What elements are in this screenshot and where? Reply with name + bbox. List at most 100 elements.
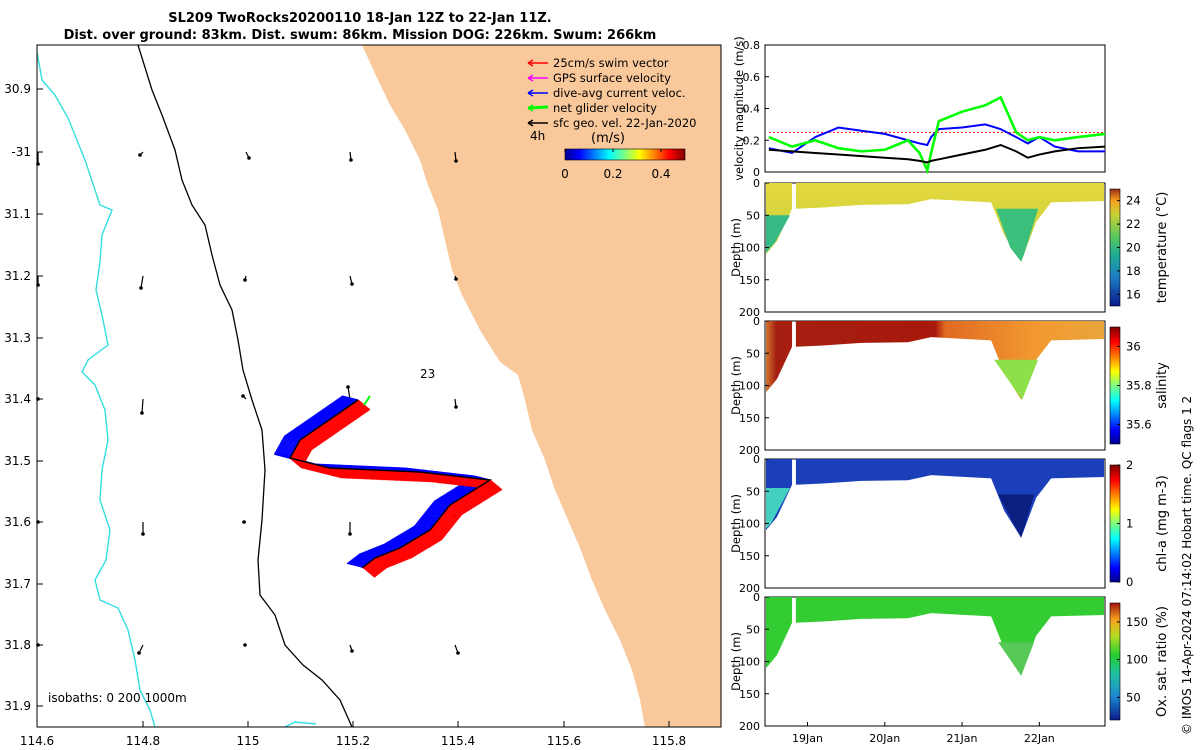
- track-vector: [458, 484, 475, 491]
- track-vector: [400, 546, 414, 558]
- track-vector: [372, 469, 386, 481]
- track-vector: [403, 531, 420, 537]
- track-vector: [439, 517, 453, 529]
- geo-velocity-arrowhead: [138, 153, 142, 157]
- track-vector: [280, 441, 297, 447]
- track-vector: [408, 541, 422, 553]
- track-vector: [480, 485, 494, 497]
- track-vector: [401, 546, 415, 558]
- track-vector: [381, 554, 395, 566]
- track-vector: [284, 434, 302, 440]
- track-vector: [470, 491, 483, 503]
- track-vector: [299, 424, 316, 430]
- map-panel: [37, 45, 721, 727]
- track-vector: [329, 404, 346, 410]
- track-vector: [426, 509, 443, 515]
- track-vector: [411, 540, 425, 552]
- track-vector: [286, 433, 304, 439]
- track-vector: [436, 498, 454, 504]
- section-panel-chl-a: 0 50 100 150 200 Depth (m) 0 1 2 chl-a (mg m-3): [729, 453, 1170, 595]
- depth-tick-label: 150: [739, 274, 760, 287]
- track-vector: [399, 547, 413, 559]
- track-vector: [356, 555, 373, 561]
- track-vector: [407, 529, 424, 535]
- colorbar-tick-label: 20: [1126, 241, 1141, 255]
- track-vector: [461, 496, 475, 508]
- label-23: 23: [420, 367, 435, 381]
- track-vector: [407, 542, 421, 554]
- track-vector: [317, 427, 331, 439]
- track-vector: [461, 476, 474, 488]
- track-vector: [438, 473, 452, 485]
- track-vector: [382, 469, 396, 481]
- track-vector: [369, 469, 383, 481]
- track-vector: [390, 539, 407, 545]
- track-vector: [332, 402, 349, 408]
- depth-tick-label: 50: [746, 485, 760, 498]
- track-vector: [455, 500, 469, 512]
- lat-tick-label: 31.1: [4, 207, 31, 221]
- isobath-200m: [137, 45, 353, 727]
- geo-velocity-arrowhead: [140, 411, 144, 415]
- track-vector: [379, 469, 393, 481]
- land-area: [362, 45, 721, 727]
- colorbar-gradient: [564, 148, 686, 161]
- geo-velocity-arrowhead: [346, 385, 350, 389]
- track-vector: [298, 440, 312, 452]
- track-vector: [395, 470, 409, 482]
- track-vector: [334, 400, 352, 406]
- track-vector: [366, 563, 380, 575]
- track-vector: [435, 473, 448, 485]
- track-vector: [416, 537, 429, 549]
- track-vector: [295, 446, 309, 458]
- colorbar-tick-label: 150: [1126, 615, 1148, 629]
- track-vector: [321, 424, 335, 436]
- track-vector: [352, 468, 366, 480]
- track-vector: [451, 503, 465, 515]
- colorbar-tick-label: 16: [1126, 287, 1141, 301]
- track-vector: [385, 470, 399, 482]
- geo-velocity-arrowhead: [243, 278, 247, 282]
- track-vector: [409, 541, 423, 553]
- track-vector: [336, 467, 350, 479]
- legend-entry: GPS surface velocity: [527, 71, 671, 85]
- track-vector: [406, 529, 423, 535]
- colorbar-tick-label: 0.2: [603, 167, 622, 181]
- track-vector: [408, 528, 425, 534]
- track-vector: [357, 554, 375, 560]
- track-vector: [397, 535, 414, 541]
- track-vector: [351, 559, 368, 565]
- track-vector: [288, 431, 306, 438]
- track-vector: [310, 417, 327, 423]
- track-vector: [280, 440, 298, 446]
- lon-tick-label: 115.6: [547, 734, 581, 748]
- track-vector: [453, 488, 470, 494]
- track-vector: [397, 470, 411, 482]
- track-vector: [387, 470, 401, 482]
- track-vector: [333, 416, 346, 428]
- track-vector: [488, 480, 502, 492]
- track-vector: [396, 535, 413, 542]
- track-vector: [485, 482, 499, 494]
- colorbar-tick-label: 22: [1126, 217, 1141, 231]
- legend-label: GPS surface velocity: [553, 71, 671, 85]
- track-vector: [390, 551, 404, 563]
- track-vector: [303, 421, 320, 428]
- track-vector: [333, 400, 351, 407]
- colorbar-tick-label: 100: [1126, 653, 1148, 667]
- track-vector: [390, 470, 404, 482]
- track-vector: [337, 413, 351, 425]
- track-vector: [370, 560, 384, 572]
- track-vector: [305, 420, 322, 426]
- track-vector: [365, 550, 382, 556]
- track-vector: [450, 475, 464, 487]
- geo-velocity-arrowhead: [241, 394, 245, 398]
- track-vector: [340, 467, 354, 479]
- track-vector: [451, 475, 465, 487]
- track-vector: [460, 497, 474, 509]
- track-vector: [451, 489, 468, 495]
- track-vector: [395, 549, 408, 561]
- track-vector: [302, 437, 316, 449]
